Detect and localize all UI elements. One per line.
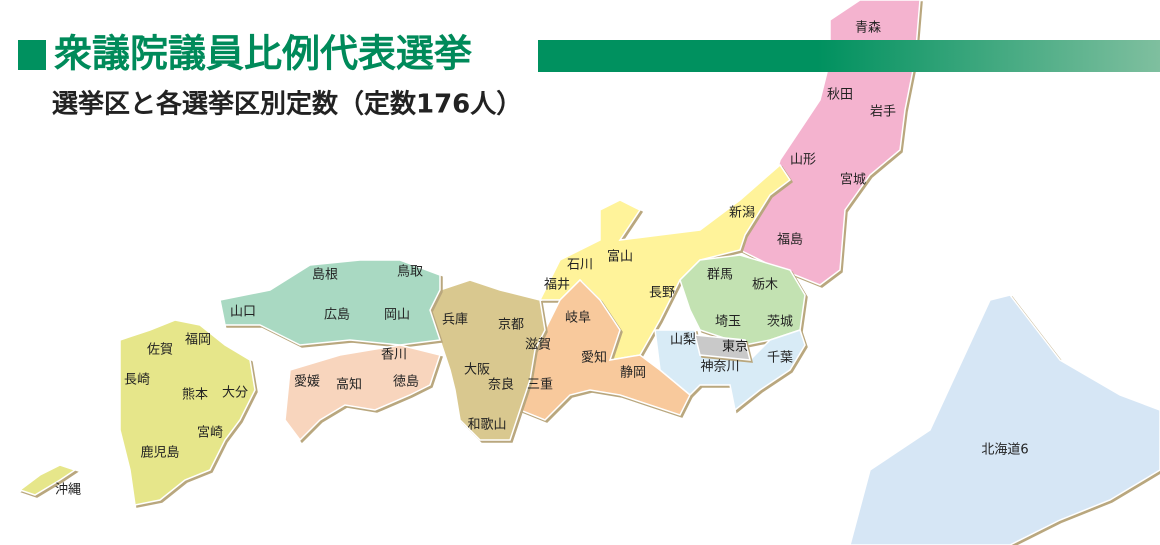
prefecture-label: 富山 <box>607 250 633 265</box>
prefecture-label: 埼玉 <box>715 315 741 330</box>
block-region <box>680 255 805 345</box>
prefecture-label: 栃木 <box>752 278 778 293</box>
prefecture-label: 岩手 <box>870 105 896 120</box>
block-region <box>430 280 545 440</box>
prefecture-label: 香川 <box>381 348 407 363</box>
prefecture-label: 千葉 <box>767 351 793 366</box>
prefecture-label: 滋賀 <box>525 338 551 353</box>
map: 衆議院議員比例代表選挙 選挙区と各選挙区別定数（定数176人） 北海道6 青森秋田… <box>0 0 1160 545</box>
prefecture-label: 福島 <box>777 233 803 248</box>
prefecture-label: 静岡 <box>620 366 646 381</box>
prefecture-label: 大分 <box>222 386 248 401</box>
subtitle: 選挙区と各選挙区別定数（定数176人） <box>52 89 522 120</box>
prefecture-label: 高知 <box>336 377 362 393</box>
prefecture-label: 山梨 <box>670 333 696 348</box>
prefecture-label: 京都 <box>498 318 524 333</box>
title-bar <box>538 40 1160 72</box>
prefecture-label: 群馬 <box>707 268 733 283</box>
block-region <box>120 320 255 505</box>
prefecture-label: 秋田 <box>827 88 853 103</box>
prefecture-label: 愛知 <box>581 350 607 366</box>
prefecture-label: 宮崎 <box>197 425 223 441</box>
prefecture-label: 山口 <box>230 305 256 320</box>
prefecture-label: 茨城 <box>767 315 793 330</box>
prefecture-label: 沖縄 <box>55 483 81 498</box>
prefecture-label: 奈良 <box>488 377 514 393</box>
prefecture-label: 福井 <box>544 278 570 293</box>
prefecture-label: 和歌山 <box>467 418 506 433</box>
prefecture-label: 愛媛 <box>294 375 320 390</box>
prefecture-label: 石川 <box>567 258 593 273</box>
prefecture-label: 福岡 <box>185 333 211 348</box>
prefecture-label: 島根 <box>312 268 338 283</box>
prefecture-label: 鹿児島 <box>140 446 179 461</box>
prefecture-label: 東京 <box>722 339 748 355</box>
block-region <box>850 295 1160 545</box>
prefecture-label: 鳥取 <box>397 265 423 280</box>
prefecture-label: 長崎 <box>124 373 150 388</box>
prefecture-label: 徳島 <box>393 375 419 390</box>
prefecture-label: 兵庫 <box>442 313 468 328</box>
page: {"header": {"title": "衆議院議員比例代表選挙", "sub… <box>0 0 1160 545</box>
prefecture-label: 大阪 <box>464 363 490 378</box>
prefecture-label: 青森 <box>855 21 881 36</box>
prefecture-label: 宮城 <box>840 172 866 188</box>
prefecture-label: 広島 <box>324 308 350 323</box>
prefecture-label: 神奈川 <box>700 360 739 375</box>
prefecture-label: 長野 <box>649 286 675 301</box>
prefecture-label: 熊本 <box>182 388 208 403</box>
regions <box>20 0 1160 545</box>
prefecture-label: 三重 <box>527 377 553 393</box>
title: 衆議院議員比例代表選挙 <box>54 32 472 76</box>
block-region <box>285 345 440 440</box>
prefecture-label: 岡山 <box>384 308 410 323</box>
title-marker <box>18 40 46 70</box>
prefecture-label: 新潟 <box>729 206 755 221</box>
prefecture-label: 山形 <box>790 153 816 168</box>
prefecture-label: 岐阜 <box>565 310 591 326</box>
prefecture-label: 佐賀 <box>147 343 173 358</box>
prefecture-label: 北海道6 <box>981 443 1028 458</box>
